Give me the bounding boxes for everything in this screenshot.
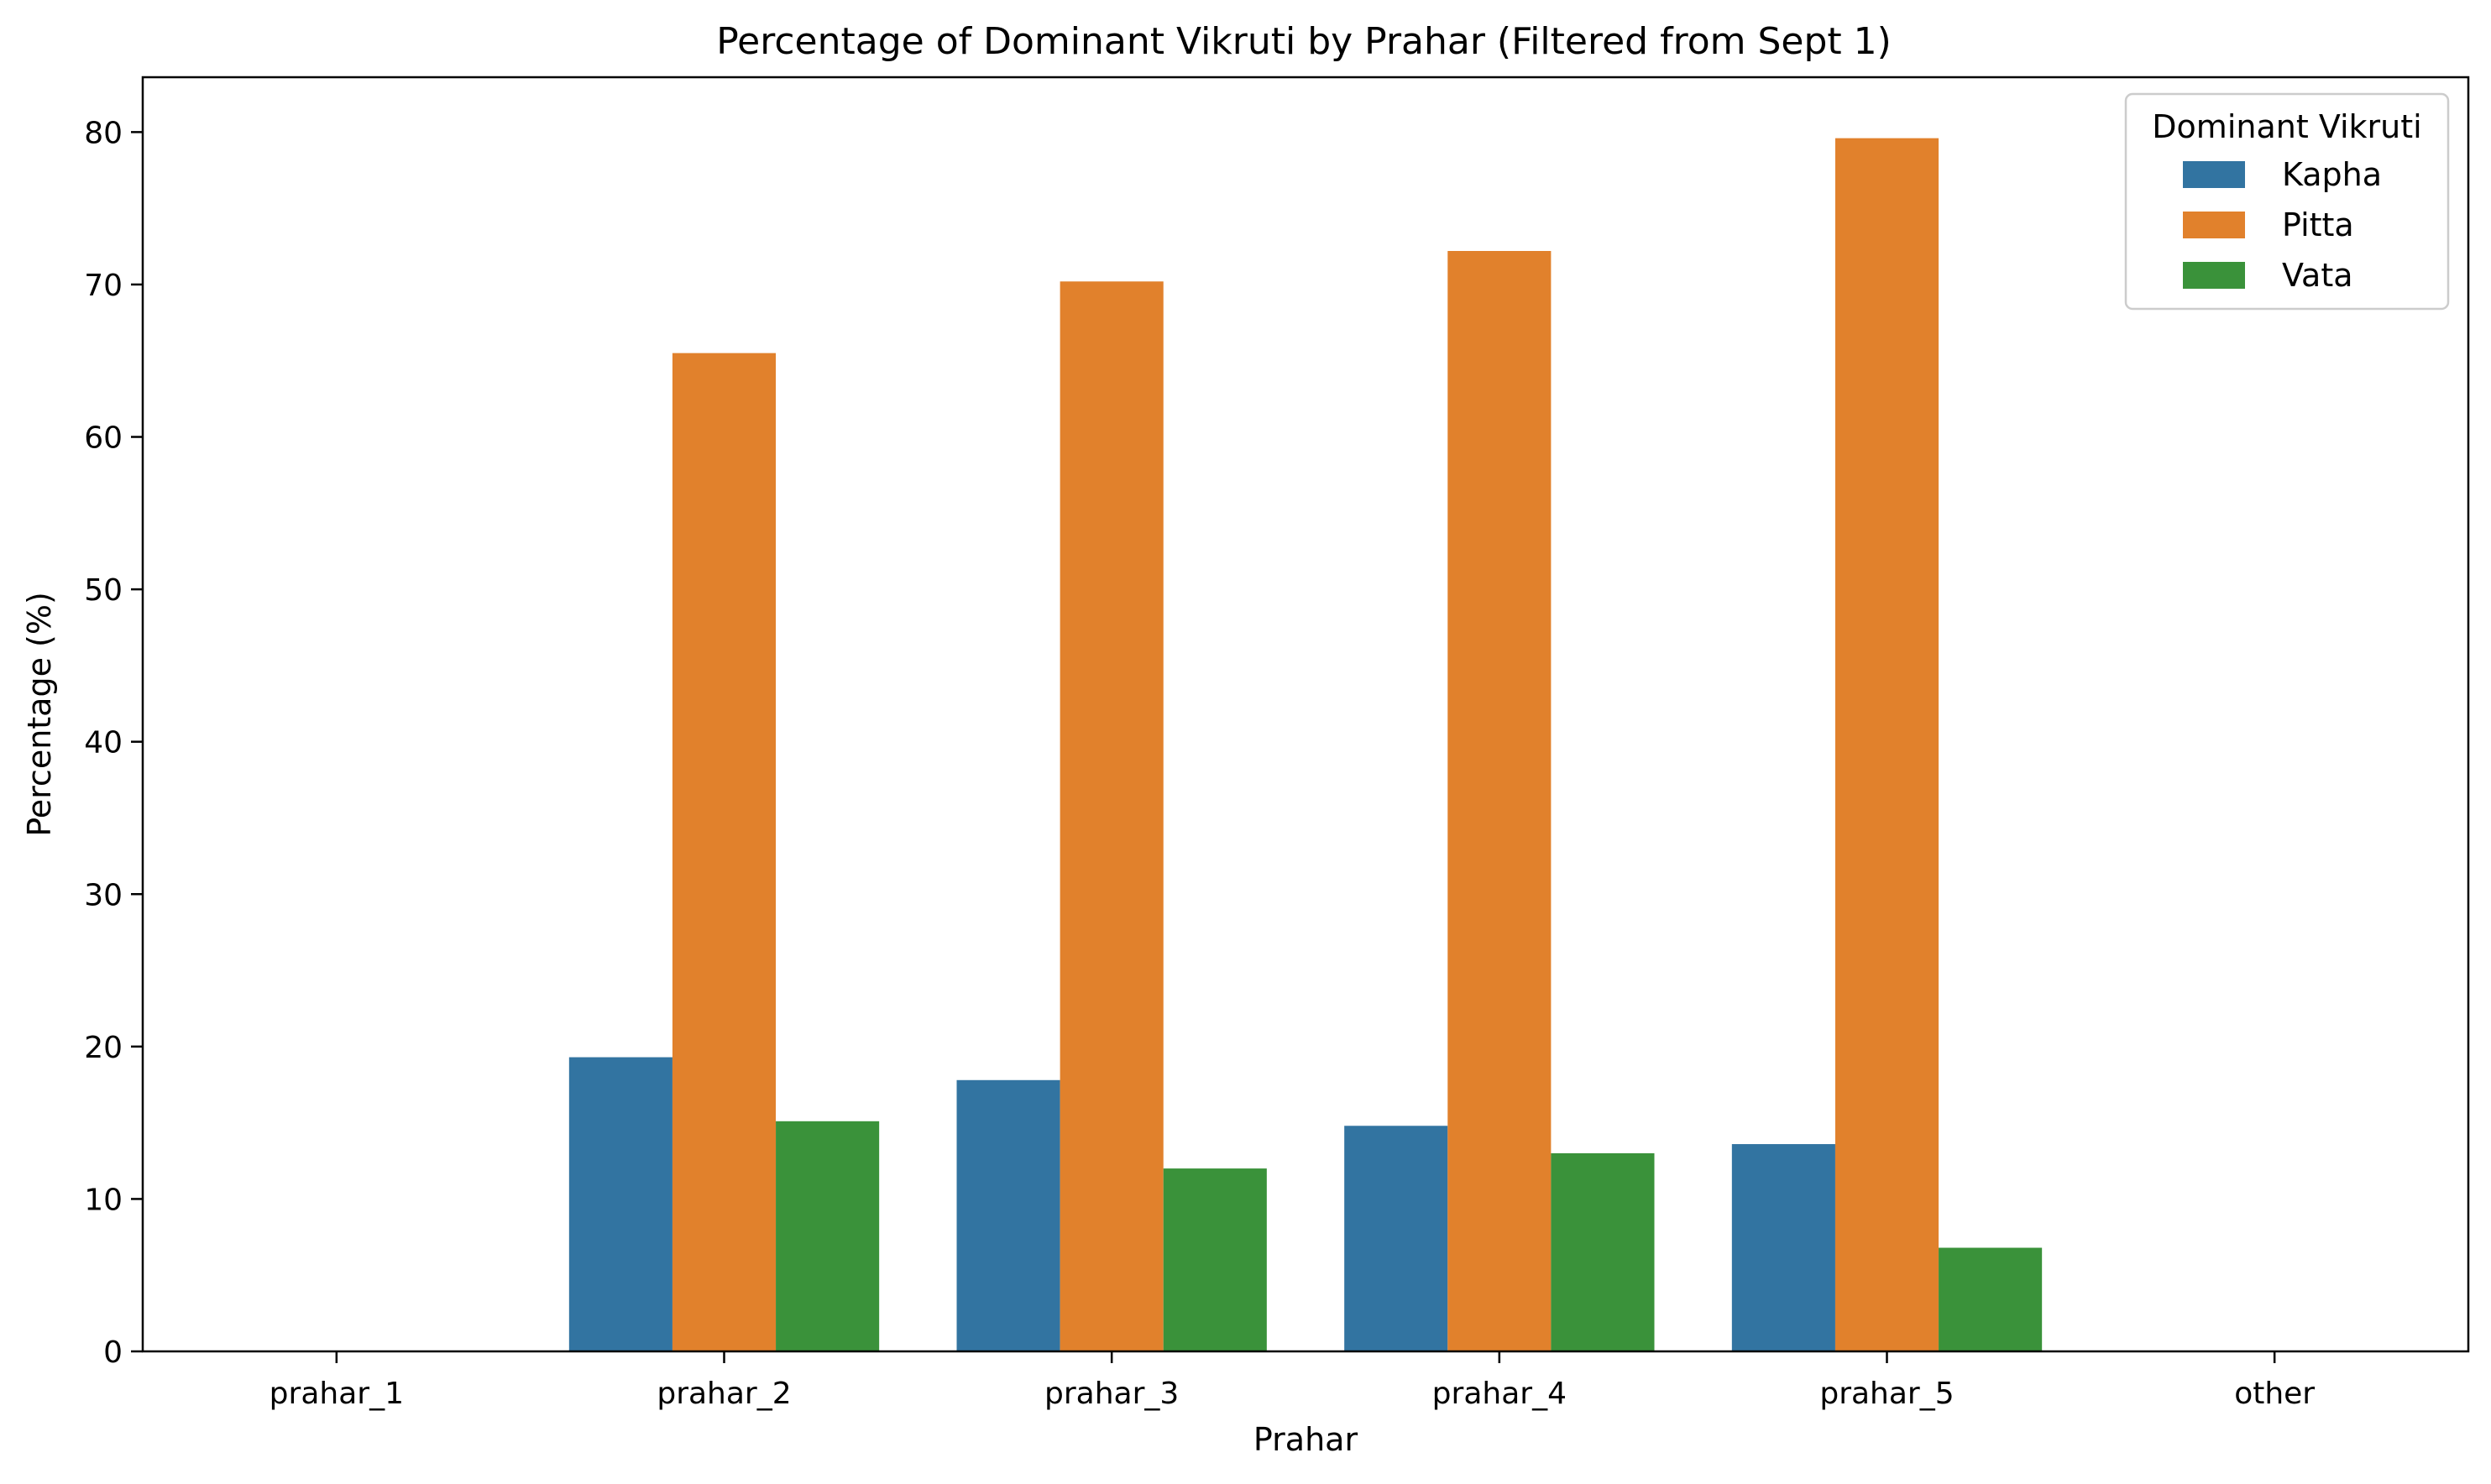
bar-kapha-prahar_5 [1731,1144,1835,1351]
bar-vata-prahar_4 [1551,1152,1655,1351]
bar-kapha-prahar_3 [956,1079,1060,1351]
chart-title: Percentage of Dominant Vikruti by Prahar… [716,20,1892,63]
y-axis: 0 10 20 30 40 50 60 70 80 [84,116,143,1370]
y-tick-label: 50 [84,573,123,608]
x-axis-title: Prahar [1253,1421,1358,1458]
y-tick-label: 40 [84,726,123,760]
bar-vata-prahar_2 [776,1121,880,1351]
y-tick-label: 30 [84,878,123,912]
legend-title: Dominant Vikruti [2152,108,2421,145]
bar-pitta-prahar_2 [672,353,777,1351]
x-axis: prahar_1 prahar_2 prahar_3 prahar_4 prahar_5… [270,1351,2315,1411]
y-tick-label: 20 [84,1031,123,1065]
x-tick-label-prahar_2: prahar_2 [657,1377,791,1411]
legend-label-vata: Vata [2282,257,2353,294]
bars-group [568,138,2043,1351]
bar-kapha-prahar_2 [568,1057,672,1351]
bar-vata-prahar_5 [1939,1247,2043,1351]
legend-label-pitta: Pitta [2282,206,2354,243]
legend: Dominant Vikruti Kapha Pitta Vata [2124,92,2450,311]
x-tick-label-prahar_1: prahar_1 [270,1377,404,1411]
x-tick-label-prahar_3: prahar_3 [1044,1377,1179,1411]
x-tick-label-prahar_5: prahar_5 [1819,1377,1954,1411]
y-tick-label: 0 [103,1335,123,1370]
legend-swatch-kapha [2183,161,2245,188]
legend-swatch-pitta [2183,212,2245,238]
y-axis-title: Percentage (%) [21,592,58,837]
bar-vata-prahar_3 [1163,1168,1267,1351]
bar-pitta-prahar_4 [1447,251,1552,1351]
y-tick-label: 10 [84,1183,123,1217]
x-tick-label-other: other [2234,1377,2315,1411]
y-tick-label: 80 [84,116,123,150]
legend-swatch-vata [2183,262,2245,289]
y-tick-label: 60 [84,421,123,456]
legend-label-kapha: Kapha [2282,156,2382,193]
bar-kapha-prahar_4 [1344,1126,1448,1351]
plot-frame [141,76,2470,1353]
bar-pitta-prahar_5 [1834,138,1939,1351]
y-tick-label: 70 [84,269,123,303]
x-tick-label-prahar_4: prahar_4 [1432,1377,1567,1411]
bar-pitta-prahar_3 [1060,281,1164,1351]
legend-box [2124,92,2450,311]
legend-items: Kapha Pitta Vata [2183,156,2382,294]
